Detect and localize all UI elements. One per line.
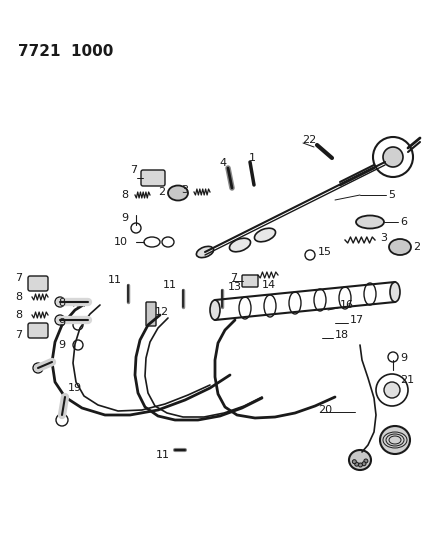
Ellipse shape bbox=[210, 300, 220, 320]
Ellipse shape bbox=[144, 237, 160, 247]
Text: 16: 16 bbox=[340, 300, 354, 310]
Text: 5: 5 bbox=[388, 190, 395, 200]
Text: 2: 2 bbox=[413, 242, 420, 252]
Ellipse shape bbox=[380, 426, 410, 454]
Ellipse shape bbox=[162, 237, 174, 247]
Text: 21: 21 bbox=[400, 375, 414, 385]
Text: 20: 20 bbox=[318, 405, 332, 415]
Text: 4: 4 bbox=[220, 158, 227, 168]
Text: 3: 3 bbox=[380, 233, 387, 243]
Text: 14: 14 bbox=[262, 280, 276, 290]
FancyBboxPatch shape bbox=[146, 302, 156, 326]
Text: 22: 22 bbox=[302, 135, 316, 145]
Circle shape bbox=[355, 462, 359, 466]
Circle shape bbox=[358, 463, 363, 467]
Text: 7721  1000: 7721 1000 bbox=[18, 44, 113, 60]
Text: 9: 9 bbox=[58, 318, 65, 328]
Circle shape bbox=[383, 147, 403, 167]
Ellipse shape bbox=[389, 239, 411, 255]
Ellipse shape bbox=[390, 282, 400, 302]
Text: 6: 6 bbox=[400, 217, 407, 227]
Circle shape bbox=[55, 297, 65, 307]
Circle shape bbox=[55, 315, 65, 325]
FancyBboxPatch shape bbox=[28, 323, 48, 338]
Text: 7: 7 bbox=[230, 273, 237, 283]
Text: 17: 17 bbox=[350, 315, 364, 325]
Circle shape bbox=[384, 382, 400, 398]
Text: 18: 18 bbox=[335, 330, 349, 340]
Ellipse shape bbox=[356, 215, 384, 229]
Text: 7: 7 bbox=[15, 273, 22, 283]
Text: 8: 8 bbox=[15, 292, 22, 302]
Text: 7: 7 bbox=[15, 330, 22, 340]
FancyBboxPatch shape bbox=[242, 275, 258, 287]
Text: 11: 11 bbox=[163, 280, 177, 290]
Text: 9: 9 bbox=[58, 340, 65, 350]
Text: 2: 2 bbox=[158, 187, 165, 197]
Circle shape bbox=[352, 459, 357, 464]
Text: 9: 9 bbox=[121, 213, 128, 223]
Text: 19: 19 bbox=[68, 383, 82, 393]
Text: 15: 15 bbox=[318, 247, 332, 257]
Text: 8: 8 bbox=[121, 190, 128, 200]
Text: 13: 13 bbox=[228, 282, 242, 292]
Text: 11: 11 bbox=[156, 450, 170, 460]
Circle shape bbox=[362, 462, 366, 466]
Text: 11: 11 bbox=[108, 275, 122, 285]
Ellipse shape bbox=[168, 185, 188, 200]
Ellipse shape bbox=[196, 246, 214, 257]
Text: 8: 8 bbox=[58, 298, 65, 308]
Text: 10: 10 bbox=[114, 237, 128, 247]
Circle shape bbox=[373, 137, 413, 177]
Ellipse shape bbox=[255, 228, 276, 242]
Text: 12: 12 bbox=[155, 307, 169, 317]
FancyBboxPatch shape bbox=[141, 170, 165, 186]
Text: 9: 9 bbox=[400, 353, 407, 363]
Ellipse shape bbox=[229, 238, 250, 252]
Ellipse shape bbox=[349, 450, 371, 470]
Text: 1: 1 bbox=[249, 153, 256, 163]
Text: 3: 3 bbox=[181, 185, 188, 195]
Text: 8: 8 bbox=[15, 310, 22, 320]
Text: 7: 7 bbox=[130, 165, 137, 175]
Circle shape bbox=[364, 459, 368, 463]
Circle shape bbox=[376, 374, 408, 406]
FancyBboxPatch shape bbox=[28, 276, 48, 291]
